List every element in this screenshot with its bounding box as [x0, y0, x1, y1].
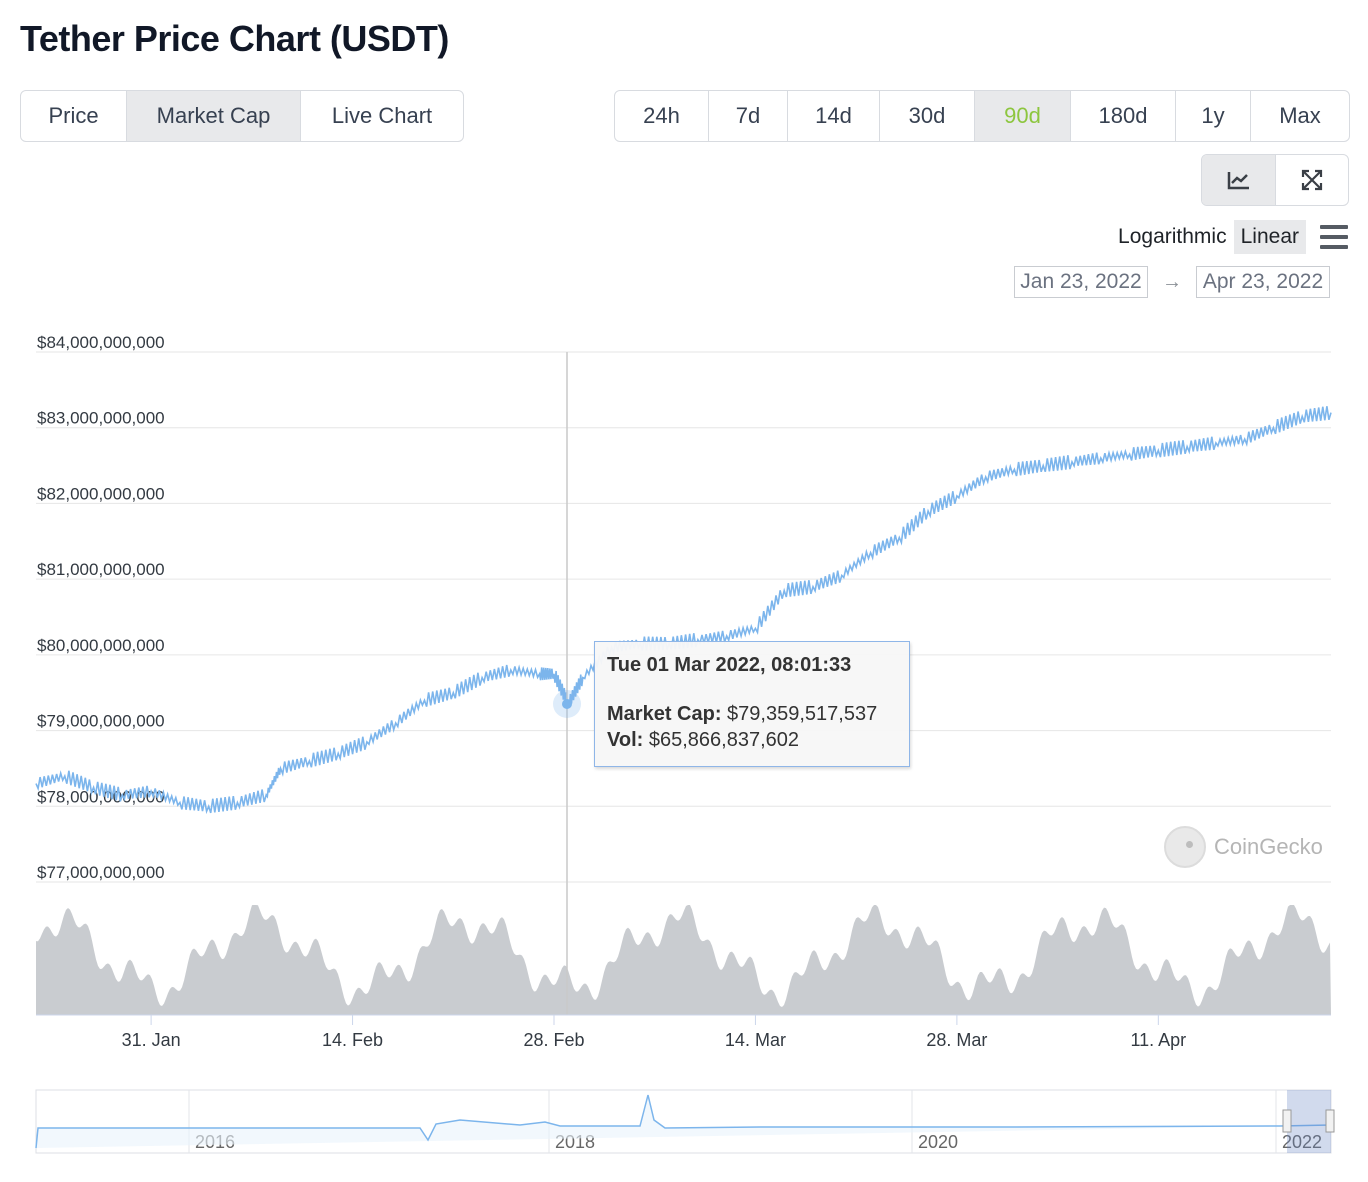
tooltip-market-cap-label: Market Cap: [607, 703, 722, 725]
fullscreen-icon [1301, 169, 1323, 191]
scale-logarithmic-option[interactable]: Logarithmic [1118, 225, 1227, 248]
chart-tooltip: Tue 01 Mar 2022, 08:01:33 Market Cap: $7… [594, 641, 910, 767]
range-14d-button[interactable]: 14d [788, 91, 880, 141]
tooltip-market-cap-value: $79,359,517,537 [727, 703, 878, 725]
volume-bars [36, 905, 1331, 1015]
page-title: Tether Price Chart (USDT) [20, 18, 449, 59]
navigator-selection[interactable] [1287, 1090, 1331, 1153]
tooltip-vol-label: Vol: [607, 729, 644, 751]
market-cap-chart[interactable]: $84,000,000,000 $83,000,000,000 $82,000,00… [0, 320, 1368, 1165]
navigator-tick-label: 2020 [918, 1132, 958, 1152]
coingecko-logo-icon [1164, 826, 1206, 868]
navigator-area [36, 1095, 1331, 1148]
watermark-text: CoinGecko [1214, 834, 1323, 859]
coingecko-watermark: CoinGecko [1164, 826, 1323, 868]
x-tick-label: 11. Apr [1130, 1030, 1186, 1050]
y-tick-label: $81,000,000,000 [37, 560, 165, 579]
range-tabs: 24h 7d 14d 30d 90d 180d 1y Max [614, 90, 1350, 142]
scale-linear-option[interactable]: Linear [1233, 220, 1306, 254]
y-tick-label: $79,000,000,000 [37, 712, 165, 731]
tooltip-vol-value: $65,866,837,602 [648, 729, 800, 751]
tab-market-cap[interactable]: Market Cap [127, 91, 301, 141]
navigator-handle[interactable] [1325, 1109, 1335, 1133]
navigator-series [35, 1094, 1332, 1149]
line-chart-icon [1227, 172, 1249, 190]
y-tick-label: $77,000,000,000 [37, 863, 165, 882]
x-tick-label: 28. Mar [926, 1030, 987, 1050]
x-tick-label: 31. Jan [122, 1030, 181, 1050]
x-tick-label: 14. Feb [322, 1030, 383, 1050]
navigator[interactable]: 2016201820202022 [35, 1089, 1335, 1154]
volume-area [36, 905, 1331, 1015]
range-24h-button[interactable]: 24h [615, 91, 709, 141]
y-tick-label: $80,000,000,000 [37, 636, 165, 655]
range-90d-button[interactable]: 90d [975, 91, 1071, 141]
fullscreen-button[interactable] [1276, 155, 1348, 205]
range-max-button[interactable]: Max [1279, 103, 1321, 128]
range-7d-button[interactable]: 7d [709, 91, 788, 141]
tooltip-date: Tue 01 Mar 2022, 08:01:33 [607, 654, 852, 676]
hover-point [562, 699, 572, 709]
tab-live-chart[interactable]: Live Chart [331, 103, 433, 128]
y-tick-label: $78,000,000,000 [37, 787, 165, 806]
tab-price[interactable]: Price [21, 91, 127, 141]
range-1y-button[interactable]: 1y [1176, 91, 1251, 141]
x-tick-label: 28. Feb [523, 1030, 584, 1050]
y-tick-label: $84,000,000,000 [37, 333, 165, 352]
range-180d-button[interactable]: 180d [1071, 91, 1176, 141]
hamburger-menu-icon[interactable] [1320, 225, 1348, 249]
y-tick-label: $82,000,000,000 [37, 484, 165, 503]
x-axis-labels: 31. Jan 14. Feb 28. Feb 14. Mar 28. Mar 11. A… [122, 1015, 1186, 1050]
chart-tools [1201, 154, 1349, 206]
range-30d-button[interactable]: 30d [880, 91, 975, 141]
y-tick-label: $83,000,000,000 [37, 409, 165, 428]
x-tick-label: 14. Mar [725, 1030, 786, 1050]
navigator-tick-label: 2022 [1282, 1132, 1322, 1152]
y-axis-labels: $84,000,000,000 $83,000,000,000 $82,000,00… [37, 333, 165, 882]
date-to-input[interactable]: Apr 23, 2022 [1196, 266, 1330, 298]
date-from-input[interactable]: Jan 23, 2022 [1014, 266, 1148, 298]
arrow-right-icon: → [1162, 270, 1182, 293]
scale-selector: Logarithmic Linear [1111, 220, 1348, 254]
view-tabs: Price Market Cap Live Chart [20, 90, 464, 142]
date-range: Jan 23, 2022 → Apr 23, 2022 [1014, 266, 1330, 298]
line-chart-button[interactable] [1202, 155, 1276, 205]
navigator-handle[interactable] [1282, 1109, 1292, 1133]
